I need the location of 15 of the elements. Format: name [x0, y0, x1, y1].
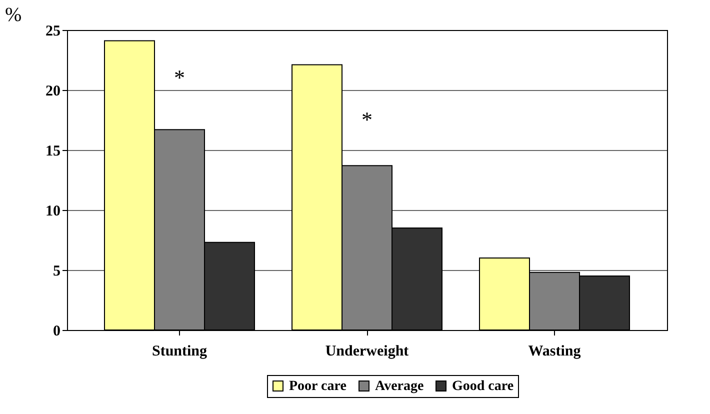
y-tick-label: 20: [46, 84, 60, 100]
y-tick-label: 5: [53, 264, 60, 280]
y-tick-label: 10: [46, 204, 60, 220]
y-tick-label: 25: [46, 24, 60, 40]
legend-label: Good care: [452, 379, 514, 394]
legend-label: Average: [375, 379, 424, 394]
x-tick-label: Wasting: [528, 344, 582, 360]
y-tick-label: 15: [46, 144, 60, 160]
x-tick-label: Underweight: [325, 344, 409, 360]
y-tick-label: 0: [53, 324, 60, 340]
y-axis-title: %: [5, 4, 22, 26]
annotation: *: [174, 65, 185, 90]
x-tick-label: Stunting: [152, 344, 208, 360]
annotation: *: [362, 107, 372, 132]
legend-label: Poor care: [289, 379, 346, 394]
